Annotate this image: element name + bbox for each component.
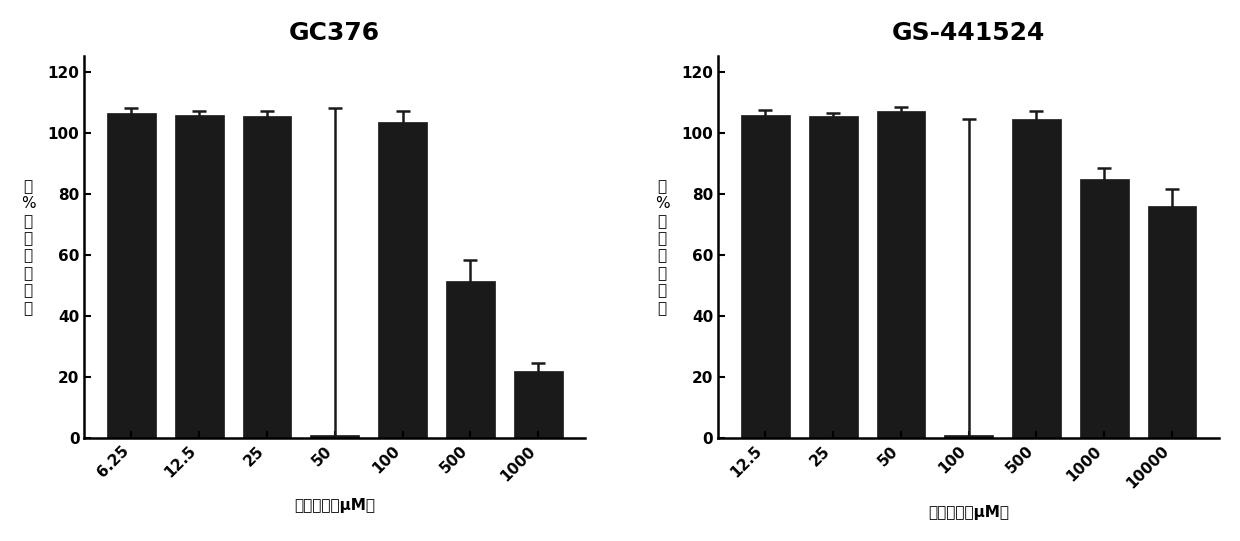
Bar [1012,119,1061,438]
Title: GC376: GC376 [289,21,381,45]
Bar [107,113,156,438]
Bar [378,122,427,438]
Bar [513,371,563,438]
Bar [446,281,495,438]
Bar [945,436,993,438]
Bar [310,436,360,438]
X-axis label: 药物浓度（μM）: 药物浓度（μM） [294,498,376,513]
X-axis label: 药物浓度（μM）: 药物浓度（μM） [929,505,1009,520]
Title: GS-441524: GS-441524 [892,21,1045,45]
Y-axis label: （
%
）
细
胞
存
活
率: （ % ） 细 胞 存 活 率 [655,179,670,316]
Bar [808,116,858,438]
Bar [877,111,925,438]
Bar [175,115,223,438]
Bar [1147,206,1197,438]
Y-axis label: （
%
）
细
胞
存
活
率: （ % ） 细 胞 存 活 率 [21,179,36,316]
Bar [742,115,790,438]
Bar [1080,179,1128,438]
Bar [243,116,291,438]
